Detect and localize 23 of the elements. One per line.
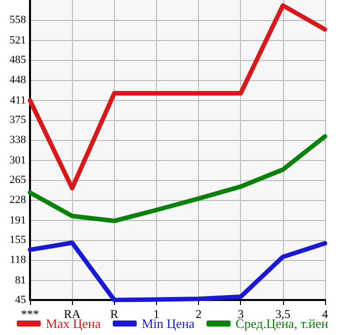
x-tick-label: *** <box>21 307 39 321</box>
y-tick-label: 338 <box>10 134 26 146</box>
y-tick-label: 448 <box>10 74 26 86</box>
y-tick-label: 521 <box>10 34 26 46</box>
y-tick-label: 485 <box>10 54 26 66</box>
y-tick-label: 265 <box>10 174 26 186</box>
x-tick-label: 4 <box>322 307 328 321</box>
y-tick-label: 411 <box>10 94 26 106</box>
y-tick-label: 118 <box>10 254 26 266</box>
x-tick-label: RA <box>64 307 81 321</box>
y-tick-label: 155 <box>10 234 26 246</box>
y-tick-label: 558 <box>10 14 26 26</box>
line-series <box>28 134 328 224</box>
line-series <box>28 3 328 190</box>
x-tick-label: 1 <box>153 307 160 321</box>
y-tick-label: 301 <box>10 154 26 166</box>
y-tick-label: 228 <box>10 194 26 206</box>
y-tick-label: 191 <box>10 214 26 226</box>
y-tick-label: 375 <box>10 114 26 126</box>
x-tick-label: 2 <box>196 307 202 321</box>
x-tick-label: R <box>110 307 118 321</box>
y-tick-label: 81 <box>15 274 26 286</box>
y-tick-label: 45 <box>15 294 26 306</box>
